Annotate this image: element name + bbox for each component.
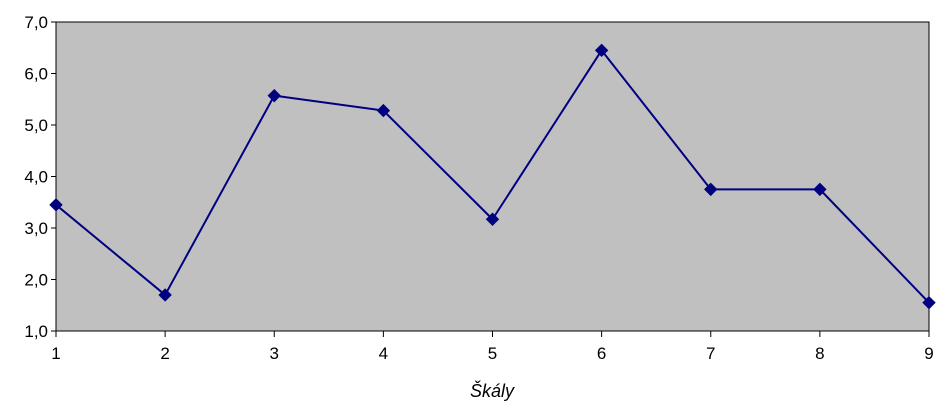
y-axis-ticks: 1,0 2,0 3,0 4,0 5,0 6,0 7,0	[24, 13, 56, 341]
series-layer	[49, 43, 936, 310]
data-point-marker	[813, 182, 827, 197]
y-tick-label: 7,0	[24, 13, 48, 32]
y-tick-label: 4,0	[24, 168, 48, 187]
plot-area	[55, 21, 930, 332]
y-tick-label: 3,0	[24, 219, 48, 238]
data-point-marker	[158, 288, 172, 302]
data-point-marker	[376, 103, 391, 118]
x-tick-label: 4	[379, 344, 388, 363]
y-tick-label: 1,0	[24, 322, 48, 341]
x-tick-label: 5	[488, 344, 497, 363]
x-axis-title: Škály	[470, 380, 515, 401]
x-tick-label: 7	[706, 344, 715, 363]
data-point-marker	[267, 88, 281, 103]
y-tick-label: 2,0	[24, 271, 48, 290]
x-tick-label: 8	[815, 344, 824, 363]
y-tick-label: 5,0	[24, 116, 48, 135]
x-tick-label: 6	[597, 344, 606, 363]
x-axis-ticks: 1 2 3 4 5 6 7 8 9	[51, 331, 934, 363]
x-tick-label: 3	[270, 344, 279, 363]
x-tick-label: 1	[51, 344, 60, 363]
data-point-marker	[594, 43, 609, 58]
data-point-marker	[49, 198, 63, 212]
data-point-marker	[704, 182, 718, 197]
x-tick-label: 2	[160, 344, 169, 363]
y-tick-label: 6,0	[24, 65, 48, 84]
data-point-marker	[485, 212, 500, 226]
x-tick-label: 9	[924, 344, 933, 363]
data-point-marker	[922, 295, 936, 310]
